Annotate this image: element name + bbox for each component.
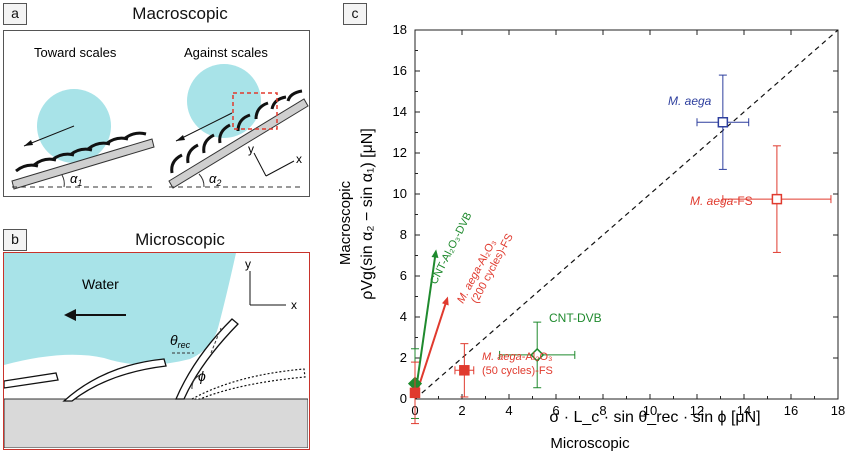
substrate [3,398,309,449]
y-tick-label: 2 [400,350,407,365]
motion-arrow-right [175,112,233,142]
y-tick-label: 0 [400,391,407,406]
x-tick-label: 18 [831,403,845,418]
y-tick-label: 4 [400,309,407,324]
label-cnt-al: CNT-Al₂O₃-DVB [428,210,475,286]
trend-arrow-head [431,249,439,259]
data-point [717,117,729,128]
svg-text:y: y [248,142,254,156]
y-axis-label: ρVg(sin α₂ − sin α₁) [μN] [359,128,376,300]
scales-left [15,131,147,173]
x-tick-label: 0 [411,403,418,418]
y-tick-label: 8 [400,227,407,242]
y-tick-label: 10 [393,186,407,201]
x-tick-label: 2 [458,403,465,418]
label-m50: M. aega-Al₂O₃ [482,351,553,363]
panel-a-tag: a [3,3,27,25]
svg-text:x: x [296,152,302,166]
scale-deflected [191,368,306,400]
y-tick-label: 18 [393,22,407,37]
plot-frame [414,29,839,400]
x-tick-label: 10 [643,403,657,418]
svg-text:y: y [245,257,251,271]
xy-axes-a [253,152,295,177]
panel-a-title: Macroscopic [132,4,228,23]
panel-b-frame: Water θrec ϕ x y [3,252,310,450]
label-m50-line2: (50 cycles)-FS [482,365,553,377]
data-point [530,347,545,362]
theta-rec-label: θrec [170,332,191,350]
panel-b-drawing: Water θrec ϕ x y [3,253,309,449]
data-point [459,365,470,376]
water-droplet-right [187,64,261,138]
x-axis-word: Microscopic [550,435,630,452]
label-m-aega-fs: M. aega-FS [690,194,753,208]
x-tick-label: 14 [737,403,751,418]
x-tick-label: 12 [690,403,704,418]
x-tick-label: 8 [599,403,606,418]
alpha2-label: α2 [209,171,221,188]
motion-arrow-left [23,125,75,147]
label-m200: M. aega-Al₂O₃ [455,238,499,306]
panel-b-title: Microscopic [135,230,225,249]
trend-arrow-head [442,296,449,306]
xy-axes-b [249,271,286,306]
svg-text:x: x [291,298,297,312]
x-axis-label: σ · L_c · sin θ_rec · sin ϕ [μN] [549,409,760,426]
against-scales-label: Against scales [184,45,268,60]
x-tick-label: 16 [784,403,798,418]
water-region [4,253,236,365]
alpha1-label: α1 [70,171,82,188]
x-tick-label: 4 [505,403,512,418]
data-point [771,193,783,205]
scales-right [170,89,303,174]
tilted-plate-left [11,138,155,190]
panel-a-frame: Toward scales α1 Against scales α2 [3,30,310,197]
y-tick-label: 16 [393,63,407,78]
label-m200-line2: (200 cycles)-FS [469,232,516,306]
y-axis-word: Macroscopic [337,180,354,265]
trend-arrow [416,301,448,392]
tilted-plate-right [168,98,309,189]
y-tick-label: 12 [393,145,407,160]
phi-label: ϕ [198,368,206,384]
water-label: Water [82,276,119,292]
reference-line [414,29,839,400]
data-point [409,387,421,399]
x-tick-label: 6 [552,403,559,418]
scales-b [3,318,239,402]
panel-c-tag: c [343,3,367,25]
y-tick-label: 14 [393,104,407,119]
y-tick-label: 6 [400,268,407,283]
zoom-box [232,92,278,130]
data-point [407,376,423,391]
label-cnt-dvb: CNT-DVB [549,311,602,325]
toward-scales-label: Toward scales [34,45,117,60]
trend-arrow [416,255,437,381]
panel-a-drawing: Toward scales α1 Against scales α2 [11,45,309,190]
label-m-aega: M. aega [668,94,712,108]
panel-b-tag: b [3,229,27,251]
